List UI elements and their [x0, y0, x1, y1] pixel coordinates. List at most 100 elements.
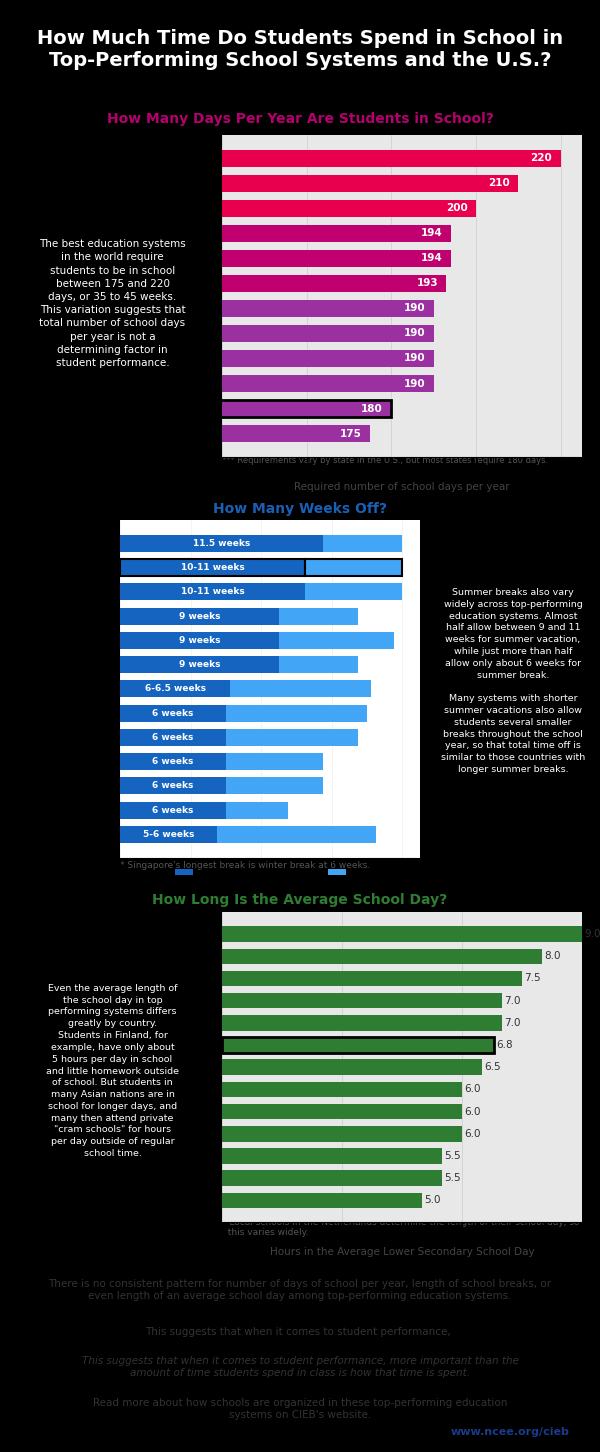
Text: There is no consistent pattern for number of days of school per year, length of : There is no consistent pattern for numbe… — [49, 1279, 551, 1301]
Text: 190: 190 — [404, 353, 425, 363]
Bar — [0, 350, 434, 367]
Text: 6 weeks: 6 weeks — [152, 756, 194, 767]
Text: Even the average length of
the school day in top
performing systems differs
grea: Even the average length of the school da… — [46, 984, 179, 1159]
Text: How Many Weeks Off?: How Many Weeks Off? — [213, 502, 387, 515]
Text: 6 weeks: 6 weeks — [152, 709, 194, 717]
Bar — [305, 559, 403, 576]
Text: 6.8: 6.8 — [496, 1040, 512, 1050]
Text: 7.0: 7.0 — [504, 996, 521, 1006]
Text: 9.0: 9.0 — [584, 929, 600, 939]
Bar — [305, 584, 403, 601]
Bar — [120, 777, 226, 794]
Bar — [120, 534, 323, 552]
Text: The best education systems
in the world require
students to be in school
between: The best education systems in the world … — [39, 240, 186, 369]
Bar — [226, 729, 358, 746]
Bar — [230, 681, 371, 697]
Text: Read more about how schools are organized in these top-performing education
syst: Read more about how schools are organize… — [93, 1398, 507, 1420]
Bar — [279, 608, 358, 624]
Bar — [0, 274, 446, 292]
Bar — [0, 250, 451, 267]
Bar — [0, 425, 370, 443]
Bar — [222, 993, 502, 1009]
Text: 193: 193 — [416, 279, 438, 289]
Text: 6.0: 6.0 — [464, 1085, 481, 1095]
Bar — [222, 1192, 422, 1208]
Text: 5-6 weeks: 5-6 weeks — [143, 831, 194, 839]
Bar — [222, 1104, 462, 1119]
Text: How Long Is the Average School Day?: How Long Is the Average School Day? — [152, 893, 448, 908]
Text: 8.0: 8.0 — [544, 951, 560, 961]
Bar — [279, 656, 358, 674]
Bar — [0, 325, 434, 343]
Text: 194: 194 — [421, 228, 442, 238]
Bar — [120, 656, 279, 674]
Bar — [222, 971, 522, 986]
Text: Summer breaks also vary
widely across top-performing
education systems. Almost
h: Summer breaks also vary widely across to… — [441, 588, 585, 774]
Text: 9 weeks: 9 weeks — [179, 611, 220, 620]
Bar — [226, 754, 323, 770]
Text: 190: 190 — [404, 303, 425, 314]
X-axis label: Required number of school days per year: Required number of school days per year — [294, 482, 510, 492]
Text: * These are the actual number of school days scheduled for 2017-18, rather
  tha: * These are the actual number of school … — [222, 414, 548, 465]
Bar — [222, 1170, 442, 1186]
Bar — [120, 826, 217, 844]
Bar — [120, 559, 305, 576]
Text: 5.0: 5.0 — [424, 1195, 440, 1205]
Text: 7.5: 7.5 — [524, 973, 541, 983]
Bar — [226, 704, 367, 722]
Text: 11.5 weeks: 11.5 weeks — [193, 539, 250, 547]
Bar — [120, 681, 230, 697]
Text: 6 weeks: 6 weeks — [152, 733, 194, 742]
Text: www.ncee.org/cieb: www.ncee.org/cieb — [451, 1427, 569, 1436]
Bar — [0, 375, 434, 392]
Text: 6.0: 6.0 — [464, 1128, 481, 1138]
Text: 210: 210 — [488, 179, 510, 189]
Text: How Much Time Do Students Spend in School in
Top-Performing School Systems and t: How Much Time Do Students Spend in Schoo… — [37, 29, 563, 71]
Bar — [0, 225, 451, 242]
Text: * Singapore's longest break is winter break at 6 weeks.: * Singapore's longest break is winter br… — [120, 861, 370, 870]
Bar — [120, 802, 226, 819]
Bar — [120, 608, 279, 624]
Bar — [222, 948, 542, 964]
Bar — [226, 802, 287, 819]
Bar — [323, 534, 403, 552]
Bar — [0, 299, 434, 317]
Legend: Weeks of summer break, Other breaks: Weeks of summer break, Other breaks — [171, 865, 415, 881]
Text: 190: 190 — [404, 328, 425, 338]
Bar — [0, 399, 391, 417]
Bar — [222, 1015, 502, 1031]
Bar — [120, 632, 279, 649]
Text: 9 weeks: 9 weeks — [179, 661, 220, 669]
Text: 220: 220 — [530, 154, 553, 163]
Text: 200: 200 — [446, 203, 467, 213]
Text: This suggests that when it comes to student performance, more important than the: This suggests that when it comes to stud… — [82, 1356, 518, 1378]
Bar — [222, 1149, 442, 1163]
Bar — [120, 729, 226, 746]
Bar — [120, 704, 226, 722]
Bar — [222, 1037, 494, 1053]
Text: 180: 180 — [361, 404, 383, 414]
Bar — [279, 632, 394, 649]
Bar — [222, 1082, 462, 1098]
Bar — [222, 1060, 482, 1074]
Bar — [226, 777, 323, 794]
Text: 5.5: 5.5 — [444, 1151, 461, 1162]
Text: 10-11 weeks: 10-11 weeks — [181, 563, 245, 572]
Text: 7.0: 7.0 — [504, 1018, 521, 1028]
Bar — [120, 754, 226, 770]
Bar — [0, 174, 518, 192]
Text: This suggests that when it comes to student performance,: This suggests that when it comes to stud… — [146, 1327, 455, 1337]
Bar — [222, 1125, 462, 1141]
Text: 6.5: 6.5 — [484, 1063, 500, 1072]
Text: * Local schools in the Netherlands determine the length of their school day, so
: * Local schools in the Netherlands deter… — [222, 1218, 580, 1237]
X-axis label: Hours in the Average Lower Secondary School Day: Hours in the Average Lower Secondary Sch… — [269, 1247, 535, 1257]
Bar — [0, 150, 561, 167]
Bar — [0, 199, 476, 218]
Bar — [120, 584, 305, 601]
Bar — [217, 826, 376, 844]
Text: 9 weeks: 9 weeks — [179, 636, 220, 645]
Text: 6 weeks: 6 weeks — [152, 806, 194, 815]
Text: 190: 190 — [404, 379, 425, 389]
Text: 5.5: 5.5 — [444, 1173, 461, 1183]
Text: 10-11 weeks: 10-11 weeks — [181, 588, 245, 597]
